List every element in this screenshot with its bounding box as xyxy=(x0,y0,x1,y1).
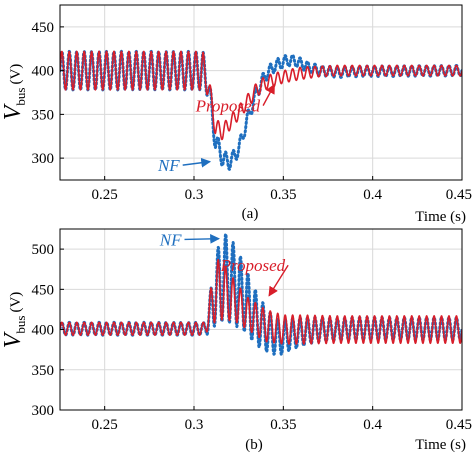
chart-a-ytick-label: 300 xyxy=(32,151,55,167)
chart-a-grid xyxy=(60,5,463,180)
chart-a-xtick-label: 0.35 xyxy=(270,187,296,203)
chart-a-annotation-arrow xyxy=(182,157,212,168)
chart-b-xticks: 0.25 0.3 0.35 0.4 0.45 xyxy=(92,406,472,433)
chart-a-yticks: 300 350 400 450 xyxy=(32,20,64,167)
chart-a-annotation-arrow xyxy=(262,83,276,106)
chart-b-xtick-label: 0.4 xyxy=(363,417,382,433)
chart-a-xtick-label: 0.4 xyxy=(363,187,382,203)
chart-b-ytick-label: 500 xyxy=(32,242,55,258)
chart-b-ylabel-main: V xyxy=(0,331,26,348)
chart-a-xticks: 0.25 0.3 0.35 0.4 0.45 xyxy=(92,176,472,203)
chart-b-xtick-label: 0.25 xyxy=(92,417,118,433)
chart-b-xtick-label: 0.45 xyxy=(446,417,472,433)
chart-b-annotation-proposed: Proposed xyxy=(220,256,286,275)
chart-b-series xyxy=(60,232,462,357)
chart-b-ylabel-unit: (V) xyxy=(8,292,24,313)
chart-a-ytick-label: 450 xyxy=(32,20,55,36)
chart-a-series-proposed xyxy=(60,50,462,141)
chart-a-xtick-label: 0.3 xyxy=(185,187,204,203)
chart-b-series-proposed xyxy=(60,258,462,345)
chart-b-ytick-label: 350 xyxy=(32,363,55,379)
chart-a-annotations: NF Proposed xyxy=(157,83,276,175)
chart-a-annotation-proposed: Proposed xyxy=(195,97,261,116)
chart-b-annotations: NF Proposed xyxy=(159,230,289,297)
chart-a-ylabel-main: V xyxy=(0,103,26,120)
chart-b-ylabel: Vbus (V) xyxy=(0,292,28,349)
chart-a-xlabel: Time (s) xyxy=(415,209,466,225)
chart-b-yticks: 300 350 400 450 500 xyxy=(32,242,64,419)
chart-a-ylabel-unit: (V) xyxy=(8,64,24,85)
chart-a-ylabel-sub: bus xyxy=(13,88,28,106)
chart-b-frame xyxy=(59,228,463,411)
chart-b-ytick-label: 400 xyxy=(32,323,55,339)
chart-b-panel-label: (b) xyxy=(245,437,263,453)
chart-a-xtick-label: 0.25 xyxy=(92,187,118,203)
chart-a-series xyxy=(60,49,462,171)
chart-a-frame xyxy=(59,4,463,181)
chart-a-ytick-label: 350 xyxy=(32,107,55,123)
chart-b-ylabel-sub: bus xyxy=(13,316,28,334)
chart-a-ytick-label: 400 xyxy=(32,64,55,80)
chart-b-annotation-nf: NF xyxy=(159,230,182,249)
chart-a-annotation-nf: NF xyxy=(157,156,180,175)
chart-b-xtick-label: 0.35 xyxy=(270,417,296,433)
chart-a-panel-label: (a) xyxy=(242,206,259,222)
chart-a: 300 350 400 450 0.25 0.3 0.35 0.4 0.45 NF Propos… xyxy=(0,4,472,225)
chart-a-xtick-label: 0.45 xyxy=(446,187,472,203)
chart-b-xtick-label: 0.3 xyxy=(185,417,204,433)
chart-b-annotation-arrow xyxy=(184,233,220,244)
chart-a-ylabel: Vbus (V) xyxy=(0,64,28,121)
chart-b-ytick-label: 300 xyxy=(32,403,55,419)
chart-b-xlabel: Time (s) xyxy=(415,437,466,453)
chart-b: 300 350 400 450 500 0.25 0.3 0.35 0.4 0.45 NF Pro… xyxy=(0,228,472,453)
chart-b-ytick-label: 450 xyxy=(32,282,55,298)
chart-b-annotation-arrow xyxy=(268,264,289,297)
